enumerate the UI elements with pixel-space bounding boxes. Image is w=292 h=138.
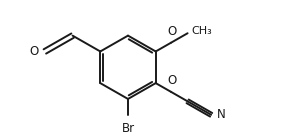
Text: CH₃: CH₃	[192, 26, 212, 36]
Text: O: O	[167, 25, 177, 38]
Text: O: O	[167, 74, 177, 87]
Text: O: O	[29, 45, 39, 58]
Text: N: N	[217, 108, 226, 121]
Text: Br: Br	[121, 122, 135, 135]
